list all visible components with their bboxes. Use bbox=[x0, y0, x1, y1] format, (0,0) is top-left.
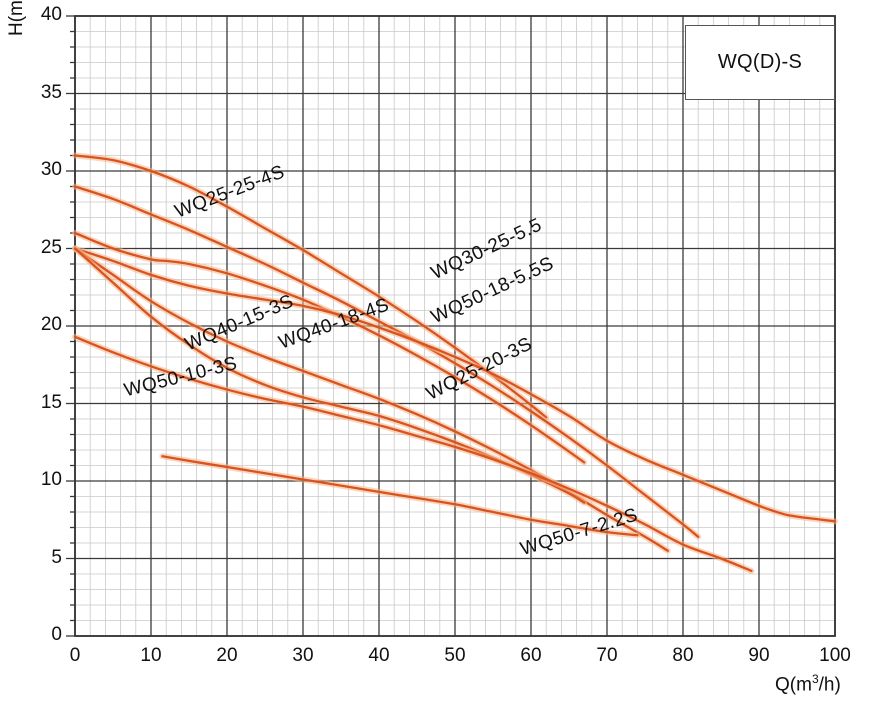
plot-frame bbox=[74, 15, 836, 637]
x-tick-label: 60 bbox=[520, 645, 542, 666]
x-axis-title-tail: /h) bbox=[818, 674, 841, 696]
y-tick-label: 25 bbox=[40, 236, 62, 258]
axis-ticks bbox=[66, 15, 75, 637]
legend-label: WQ(D)-S bbox=[717, 51, 803, 73]
legend-box: WQ(D)-S bbox=[685, 25, 835, 100]
curve-halo bbox=[72, 183, 702, 540]
curve-series-group bbox=[72, 152, 838, 574]
x-tick-label: 10 bbox=[140, 645, 162, 666]
x-tick-label: 40 bbox=[368, 645, 390, 666]
y-tick-label: 40 bbox=[40, 4, 62, 25]
curve-WQ30-25-5.5 bbox=[73, 185, 700, 538]
y-tick-label: 20 bbox=[40, 314, 62, 335]
y-tick-label: 30 bbox=[40, 159, 62, 180]
y-tick-label: 5 bbox=[51, 546, 62, 568]
curve-WQ50-10-3S bbox=[73, 335, 753, 573]
x-tick-label: 0 bbox=[69, 645, 81, 666]
curve-WQ50-7-2.2S bbox=[161, 455, 639, 537]
x-tick-label: 70 bbox=[596, 645, 618, 666]
x-tick-label: 20 bbox=[216, 645, 238, 666]
x-tick-label: 100 bbox=[819, 645, 851, 666]
y-tick-label: 0 bbox=[51, 624, 62, 645]
x-axis-title-superscript: 3 bbox=[811, 672, 819, 686]
x-tick-label: 90 bbox=[748, 645, 770, 666]
y-tick-label: 15 bbox=[40, 391, 62, 413]
x-axis-title-main: Q(m bbox=[775, 674, 812, 696]
curve-WQ50-18-5.5S bbox=[73, 247, 837, 523]
x-tick-label: 30 bbox=[292, 645, 314, 666]
y-tick-label: 10 bbox=[40, 469, 62, 490]
x-axis-title: Q(m3/h) bbox=[775, 672, 841, 696]
x-tick-label: 80 bbox=[672, 645, 694, 666]
x-tick-label: 50 bbox=[444, 645, 466, 666]
y-tick-label: 35 bbox=[40, 81, 62, 103]
